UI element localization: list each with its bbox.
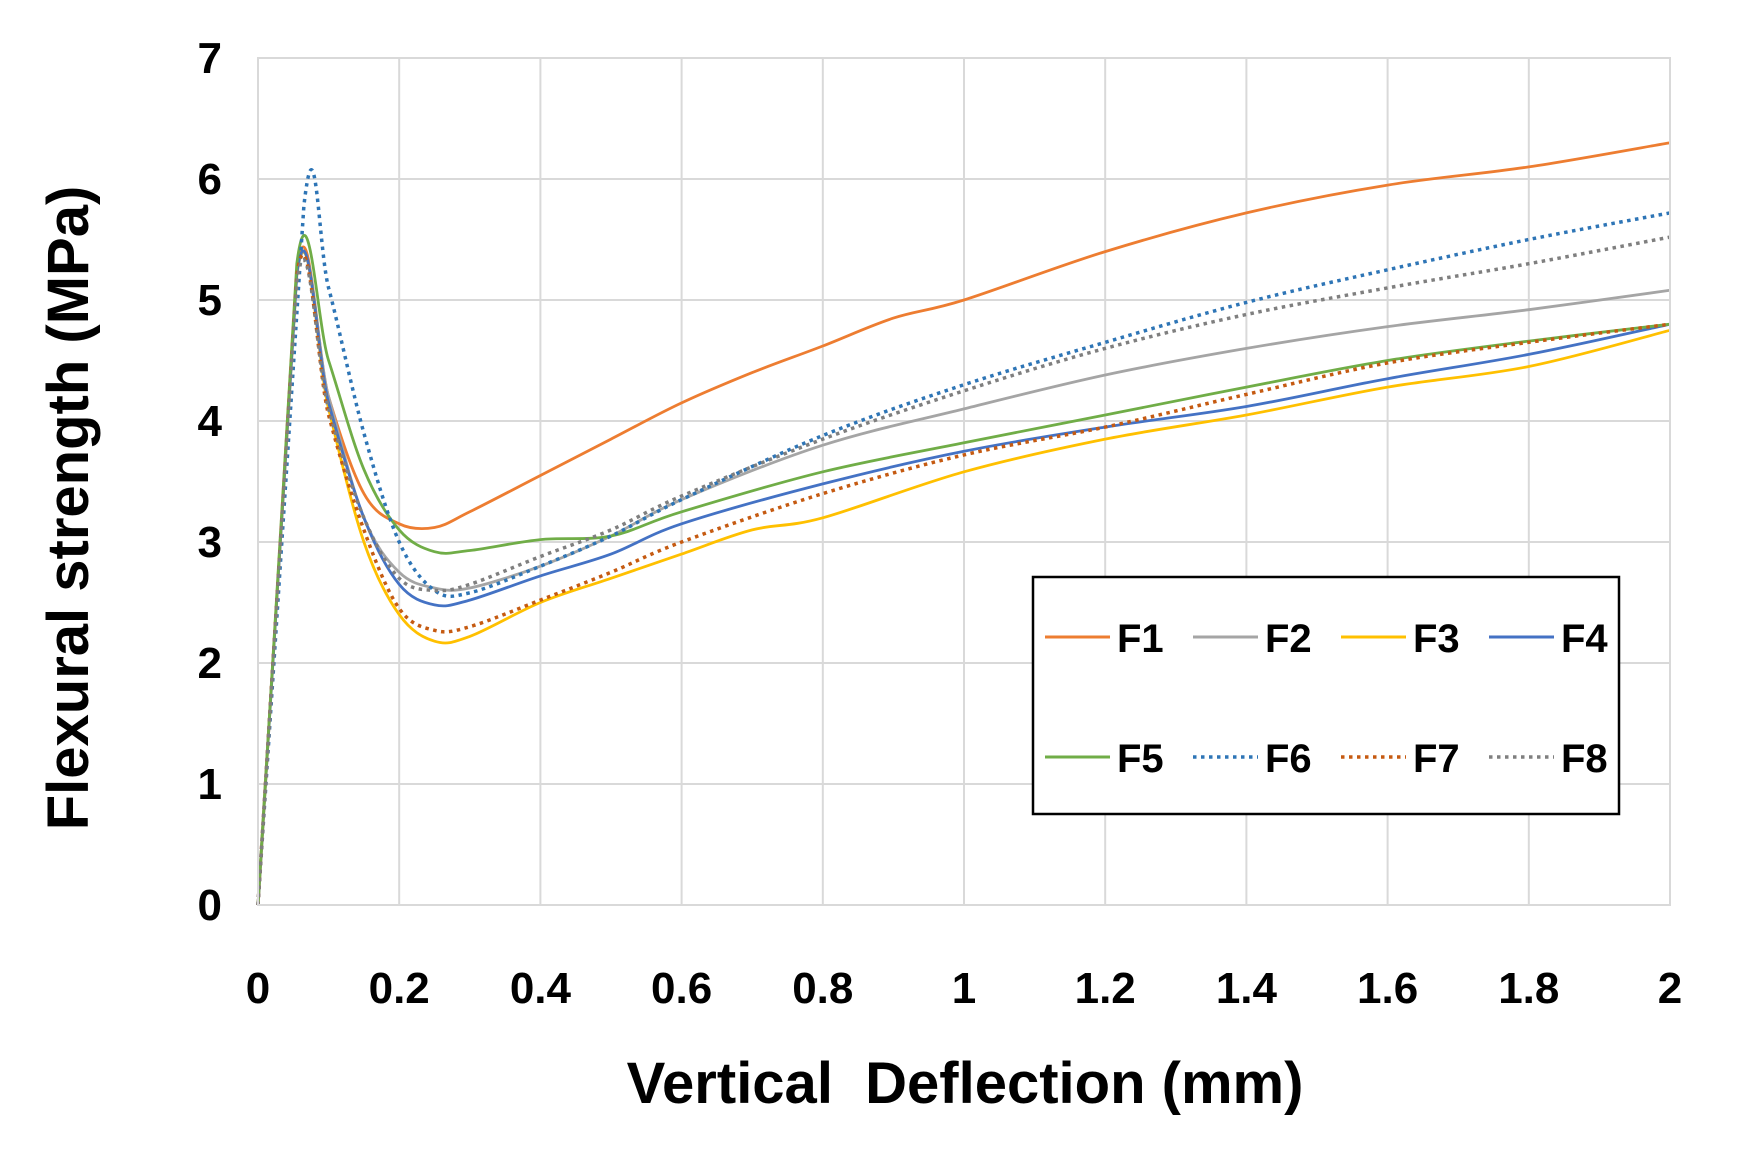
x-tick-label: 2 — [1658, 964, 1682, 1013]
y-tick-label: 0 — [198, 881, 222, 930]
legend-label-f1: F1 — [1117, 617, 1164, 661]
y-tick-label: 5 — [198, 276, 222, 325]
legend-label-f5: F5 — [1117, 737, 1164, 781]
y-tick-label: 1 — [198, 760, 222, 809]
x-tick-label: 1 — [952, 964, 976, 1013]
y-tick-label: 7 — [198, 34, 222, 83]
legend-box — [1031, 575, 1621, 816]
series-line-f5 — [256, 234, 1671, 906]
x-axis-tick-labels: 0 0.2 0.4 0.6 0.8 1 1.2 1.4 1.6 1.8 2 — [246, 964, 1682, 1013]
x-tick-label: 0.4 — [510, 964, 572, 1013]
legend-label-f7: F7 — [1413, 737, 1460, 781]
x-tick-label: 0.2 — [369, 964, 430, 1013]
x-tick-label: 1.2 — [1075, 964, 1136, 1013]
series-lines — [256, 141, 1671, 906]
x-axis-title: Vertical Deflection (mm) — [627, 1051, 1304, 1116]
legend: F1 F2 F3 F4 F5 F6 F7 F8 — [1031, 575, 1621, 816]
legend-label-f2: F2 — [1265, 617, 1312, 661]
y-tick-label: 6 — [198, 155, 222, 204]
x-tick-label: 0.6 — [651, 964, 712, 1013]
x-tick-label: 0 — [246, 964, 270, 1013]
x-tick-label: 0.8 — [792, 964, 853, 1013]
series-line-f4 — [256, 249, 1671, 906]
x-tick-label: 1.6 — [1357, 964, 1418, 1013]
legend-label-f6: F6 — [1265, 737, 1312, 781]
legend-label-f4: F4 — [1561, 617, 1608, 661]
series-line-f8 — [256, 235, 1671, 906]
x-tick-label: 1.8 — [1498, 964, 1559, 1013]
legend-label-f8: F8 — [1561, 737, 1608, 781]
y-tick-label: 4 — [198, 397, 223, 446]
legend-label-f3: F3 — [1413, 617, 1460, 661]
y-axis-title: Flexural strength (MPa) — [36, 186, 101, 831]
plot-area-border — [257, 57, 1671, 906]
y-tick-label: 2 — [198, 639, 222, 688]
x-tick-label: 1.4 — [1216, 964, 1278, 1013]
series-line-f6 — [256, 168, 1671, 906]
y-axis-tick-labels: 0 1 2 3 4 5 6 7 — [198, 34, 223, 930]
y-tick-label: 3 — [198, 518, 222, 567]
